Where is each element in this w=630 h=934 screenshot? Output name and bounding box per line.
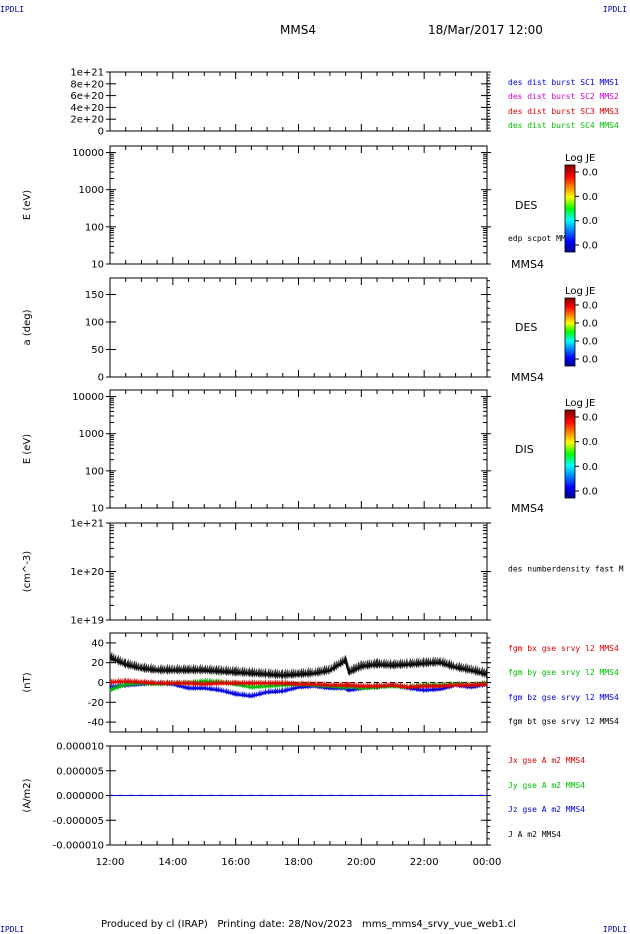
- y-tick-label: 100: [85, 466, 104, 477]
- colorbar-tick-label: 0.0: [582, 337, 598, 348]
- series-noise-bt: [109, 652, 487, 680]
- y-tick-label: 6e+20: [70, 91, 104, 102]
- legend-entry: fgm bz gse srvy l2 MMS4: [508, 693, 619, 702]
- y-tick-label: 150: [85, 290, 104, 301]
- y-tick-label: 10: [91, 504, 104, 515]
- y-tick-label: 8e+20: [70, 79, 104, 90]
- corner-label-top-right: IPDLI: [602, 5, 627, 14]
- y-tick-label: 40: [91, 638, 104, 649]
- colorbar-tick-label: 0.0: [582, 413, 598, 424]
- panel-frame: [109, 389, 488, 509]
- y-tick-label: 1000: [79, 429, 104, 440]
- colorbar: [564, 297, 576, 367]
- y-tick-label: 0: [98, 373, 104, 384]
- series-noise-bx: [109, 677, 487, 690]
- y-tick-label: 1e+21: [70, 68, 104, 79]
- legend-entry: Jy gse A m2 MMS4: [508, 781, 585, 790]
- header-datetime: 18/Mar/2017 12:00: [428, 23, 543, 37]
- legend-entry: des numberdensity fast M: [508, 565, 624, 574]
- y-tick-label: 1000: [79, 185, 104, 196]
- corner-label-bottom-right: IPDLI: [602, 925, 627, 934]
- colorbar-title: Log JE: [565, 286, 595, 297]
- colorbar-tick-label: 0.0: [582, 437, 598, 448]
- legend-entry: Jz gse A m2 MMS4: [508, 805, 585, 814]
- spacecraft-label: MMS4: [511, 502, 544, 515]
- y-tick-label: 0.000010: [56, 742, 104, 753]
- panel-frame: [109, 71, 488, 132]
- y-tick-label: 2e+20: [70, 115, 104, 126]
- overlay-label: edp scpot MMS4: [508, 234, 576, 243]
- y-tick-label: 0.000005: [56, 766, 104, 777]
- y-axis-label: E (eV): [22, 434, 33, 464]
- colorbar: [564, 164, 576, 253]
- x-tick-label: 22:00: [410, 857, 439, 868]
- colorbar-title: Log JE: [565, 398, 595, 409]
- colorbar-tick-label: 0.0: [582, 301, 598, 312]
- colorbar-tick-label: 0.0: [582, 168, 598, 179]
- panel-frame: [109, 145, 488, 265]
- y-tick-label: -20: [88, 698, 104, 709]
- spectrogram-label: DES: [515, 321, 537, 334]
- legend-entry: des dist burst SC4 MMS4: [508, 121, 619, 130]
- colorbar-tick-label: 0.0: [582, 216, 598, 227]
- spacecraft-label: MMS4: [511, 258, 544, 271]
- y-tick-label: 1e+19: [70, 616, 104, 627]
- x-tick-label: 18:00: [284, 857, 313, 868]
- colorbar-tick-label: 0.0: [582, 355, 598, 366]
- colorbar: [564, 409, 576, 499]
- colorbar-tick-label: 0.0: [582, 462, 598, 473]
- header-spacecraft: MMS4: [280, 23, 316, 37]
- colorbar-tick-label: 0.0: [582, 192, 598, 203]
- corner-label-top-left: IPDLI: [0, 5, 25, 14]
- spectrogram-label: DIS: [515, 443, 534, 456]
- legend-entry: des dist burst SC3 MMS3: [508, 107, 619, 116]
- y-axis-label: a (deg): [22, 309, 33, 345]
- y-tick-label: 1e+20: [70, 567, 104, 578]
- y-tick-label: 1e+21: [70, 519, 104, 530]
- y-tick-label: 0: [98, 127, 104, 138]
- x-tick-label: 14:00: [158, 857, 187, 868]
- colorbar-tick-label: 0.0: [582, 241, 598, 252]
- y-tick-label: 4e+20: [70, 103, 104, 114]
- panel-frame: [109, 522, 488, 621]
- legend-entry: J A m2 MMS4: [508, 830, 561, 839]
- y-tick-label: -40: [88, 718, 104, 729]
- y-tick-label: 100: [85, 318, 104, 329]
- legend-entry: fgm by gse srvy l2 MMS4: [508, 668, 619, 677]
- legend-entry: fgm bt gse srvy l2 MMS4: [508, 717, 619, 726]
- y-tick-label: -0.000010: [53, 841, 104, 852]
- spectrogram-label: DES: [515, 199, 537, 212]
- y-tick-label: 10000: [72, 392, 104, 403]
- colorbar-title: Log JE: [565, 153, 595, 164]
- y-tick-label: 0: [98, 678, 104, 689]
- y-axis-label: (cm^-3): [22, 551, 33, 592]
- legend-entry: des dist burst SC2 MMS2: [508, 92, 619, 101]
- y-axis-label: (A/m2): [22, 778, 33, 812]
- y-axis-label: E (eV): [22, 190, 33, 220]
- x-tick-label: 00:00: [473, 857, 502, 868]
- spacecraft-label: MMS4: [511, 371, 544, 384]
- y-tick-label: 100: [85, 222, 104, 233]
- y-tick-label: 10000: [72, 148, 104, 159]
- x-tick-label: 12:00: [96, 857, 125, 868]
- y-tick-label: 0.000000: [56, 791, 104, 802]
- y-tick-label: 20: [91, 658, 104, 669]
- y-tick-label: -0.000005: [53, 816, 104, 827]
- legend-entry: Jx gse A m2 MMS4: [508, 756, 585, 765]
- legend-entry: fgm bx gse srvy l2 MMS4: [508, 644, 619, 653]
- y-axis-label: (nT): [22, 672, 33, 692]
- panel-frame: [109, 277, 488, 378]
- x-tick-label: 16:00: [221, 857, 250, 868]
- y-tick-label: 50: [91, 345, 104, 356]
- colorbar-tick-label: 0.0: [582, 487, 598, 498]
- colorbar-tick-label: 0.0: [582, 319, 598, 330]
- legend-entry: des dist burst SC1 MMS1: [508, 78, 619, 87]
- y-tick-label: 10: [91, 260, 104, 271]
- x-tick-label: 20:00: [347, 857, 376, 868]
- corner-label-bottom-left: IPDLI: [0, 925, 25, 934]
- footer-credit: Produced by cl (IRAP) Printing date: 28/…: [101, 919, 516, 930]
